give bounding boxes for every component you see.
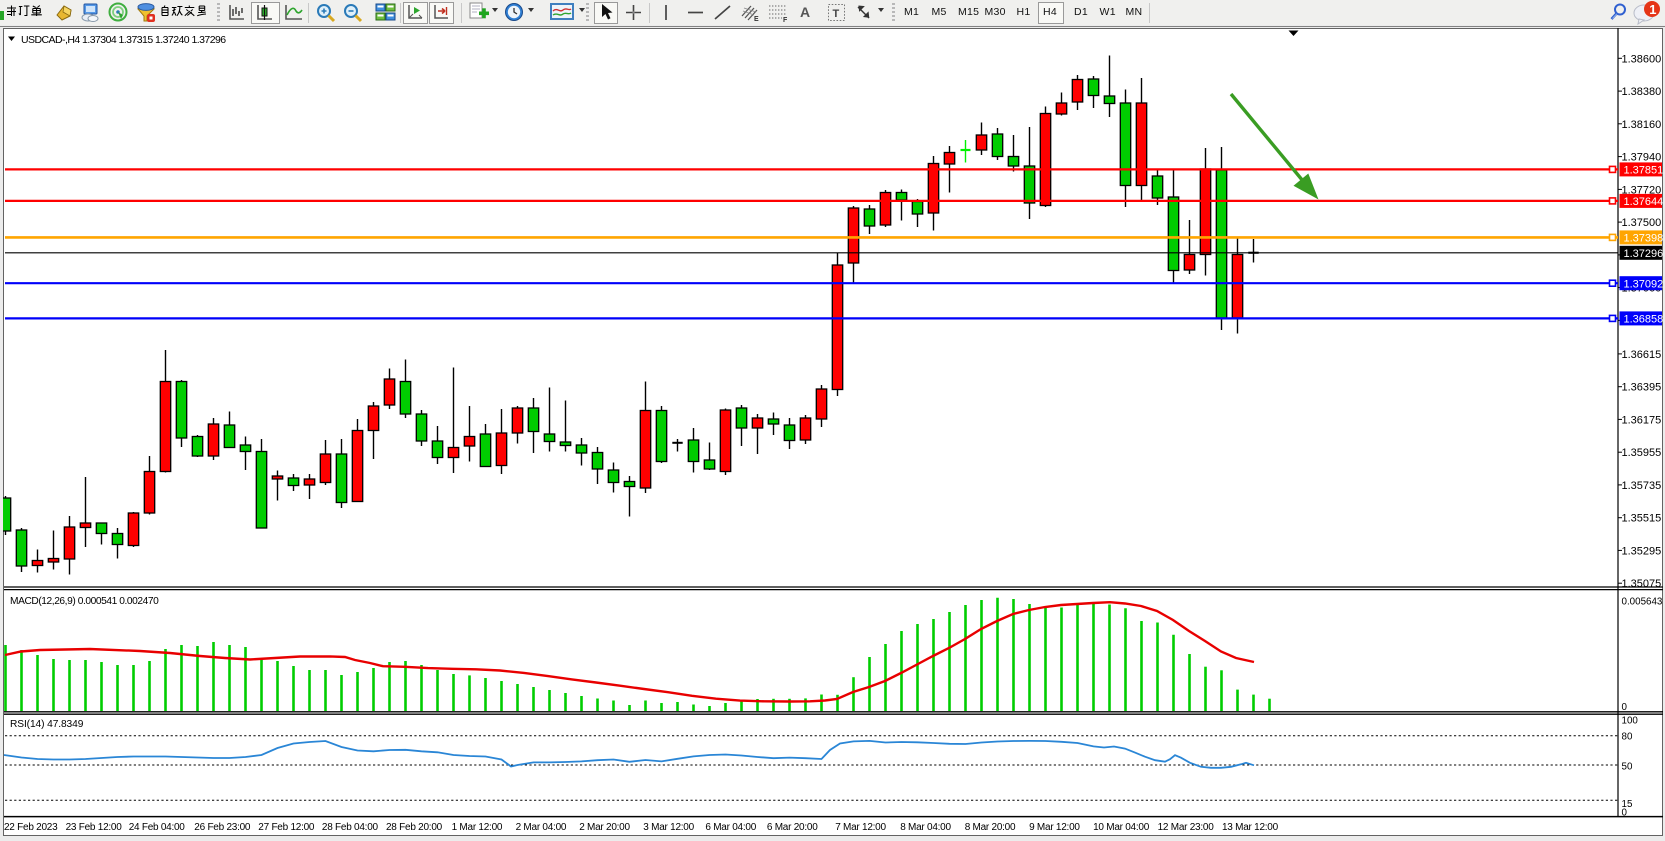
- svg-text:9 Mar 12:00: 9 Mar 12:00: [1029, 822, 1080, 833]
- svg-text:50: 50: [1622, 761, 1633, 772]
- svg-text:1.35295: 1.35295: [1622, 545, 1662, 557]
- svg-text:MACD(12,26,9) 0.000541 0.00247: MACD(12,26,9) 0.000541 0.002470: [10, 596, 159, 607]
- svg-text:1.36395: 1.36395: [1622, 382, 1662, 394]
- svg-text:7 Mar 12:00: 7 Mar 12:00: [835, 822, 886, 833]
- svg-text:100: 100: [1622, 715, 1639, 726]
- svg-text:3 Mar 12:00: 3 Mar 12:00: [643, 822, 694, 833]
- svg-text:26 Feb 23:00: 26 Feb 23:00: [194, 822, 251, 833]
- svg-text:1.37720: 1.37720: [1622, 184, 1662, 196]
- svg-text:1.37296: 1.37296: [1624, 248, 1664, 260]
- svg-text:RSI(14) 47.8349: RSI(14) 47.8349: [10, 719, 84, 730]
- svg-text:24 Feb 04:00: 24 Feb 04:00: [129, 822, 186, 833]
- svg-text:6 Mar 20:00: 6 Mar 20:00: [767, 822, 818, 833]
- svg-text:1.35515: 1.35515: [1622, 513, 1662, 525]
- svg-text:22 Feb 2023: 22 Feb 2023: [4, 822, 58, 833]
- svg-text:1.36858: 1.36858: [1624, 314, 1664, 326]
- svg-text:2 Mar 04:00: 2 Mar 04:00: [516, 822, 567, 833]
- svg-text:8 Mar 20:00: 8 Mar 20:00: [965, 822, 1016, 833]
- svg-text:2 Mar 20:00: 2 Mar 20:00: [579, 822, 630, 833]
- svg-text:0: 0: [1622, 702, 1628, 713]
- svg-text:1.38600: 1.38600: [1622, 53, 1662, 65]
- svg-text:8 Mar 04:00: 8 Mar 04:00: [900, 822, 951, 833]
- svg-text:1.35735: 1.35735: [1622, 480, 1662, 492]
- svg-text:10 Mar 04:00: 10 Mar 04:00: [1093, 822, 1150, 833]
- svg-text:1.37851: 1.37851: [1624, 165, 1664, 177]
- svg-text:1 Mar 12:00: 1 Mar 12:00: [452, 822, 503, 833]
- svg-text:1.38160: 1.38160: [1622, 119, 1662, 131]
- svg-text:15: 15: [1622, 799, 1633, 810]
- svg-text:1.36615: 1.36615: [1622, 349, 1662, 361]
- svg-text:1.37500: 1.37500: [1622, 217, 1662, 229]
- svg-text:1.37092: 1.37092: [1624, 278, 1664, 290]
- svg-text:1.35075: 1.35075: [1622, 578, 1662, 590]
- svg-text:1.37398: 1.37398: [1624, 233, 1664, 245]
- svg-text:1.38380: 1.38380: [1622, 86, 1662, 98]
- svg-text:27 Feb 12:00: 27 Feb 12:00: [258, 822, 315, 833]
- svg-text:T: T: [833, 8, 840, 20]
- svg-text:E: E: [754, 16, 759, 23]
- svg-text:6 Mar 04:00: 6 Mar 04:00: [705, 822, 756, 833]
- svg-text:1.37644: 1.37644: [1624, 196, 1664, 208]
- svg-text:1.36175: 1.36175: [1622, 414, 1662, 426]
- svg-text:28 Feb 20:00: 28 Feb 20:00: [386, 822, 443, 833]
- svg-text:1.35955: 1.35955: [1622, 447, 1662, 459]
- svg-text:1: 1: [1649, 2, 1656, 17]
- svg-text:0.005643: 0.005643: [1622, 597, 1663, 608]
- svg-text:28 Feb 04:00: 28 Feb 04:00: [322, 822, 379, 833]
- svg-text:23 Feb 12:00: 23 Feb 12:00: [66, 822, 123, 833]
- svg-text:F: F: [783, 17, 788, 23]
- svg-text:0: 0: [1622, 807, 1628, 818]
- svg-text:13 Mar 12:00: 13 Mar 12:00: [1222, 822, 1279, 833]
- svg-text:1.37940: 1.37940: [1622, 152, 1662, 164]
- svg-text:12 Mar 23:00: 12 Mar 23:00: [1158, 822, 1215, 833]
- svg-text:80: 80: [1622, 731, 1633, 742]
- svg-text:USDCAD-,H4 1.37304 1.37315 1.: USDCAD-,H4 1.37304 1.37315 1.37240 1.372…: [21, 34, 226, 46]
